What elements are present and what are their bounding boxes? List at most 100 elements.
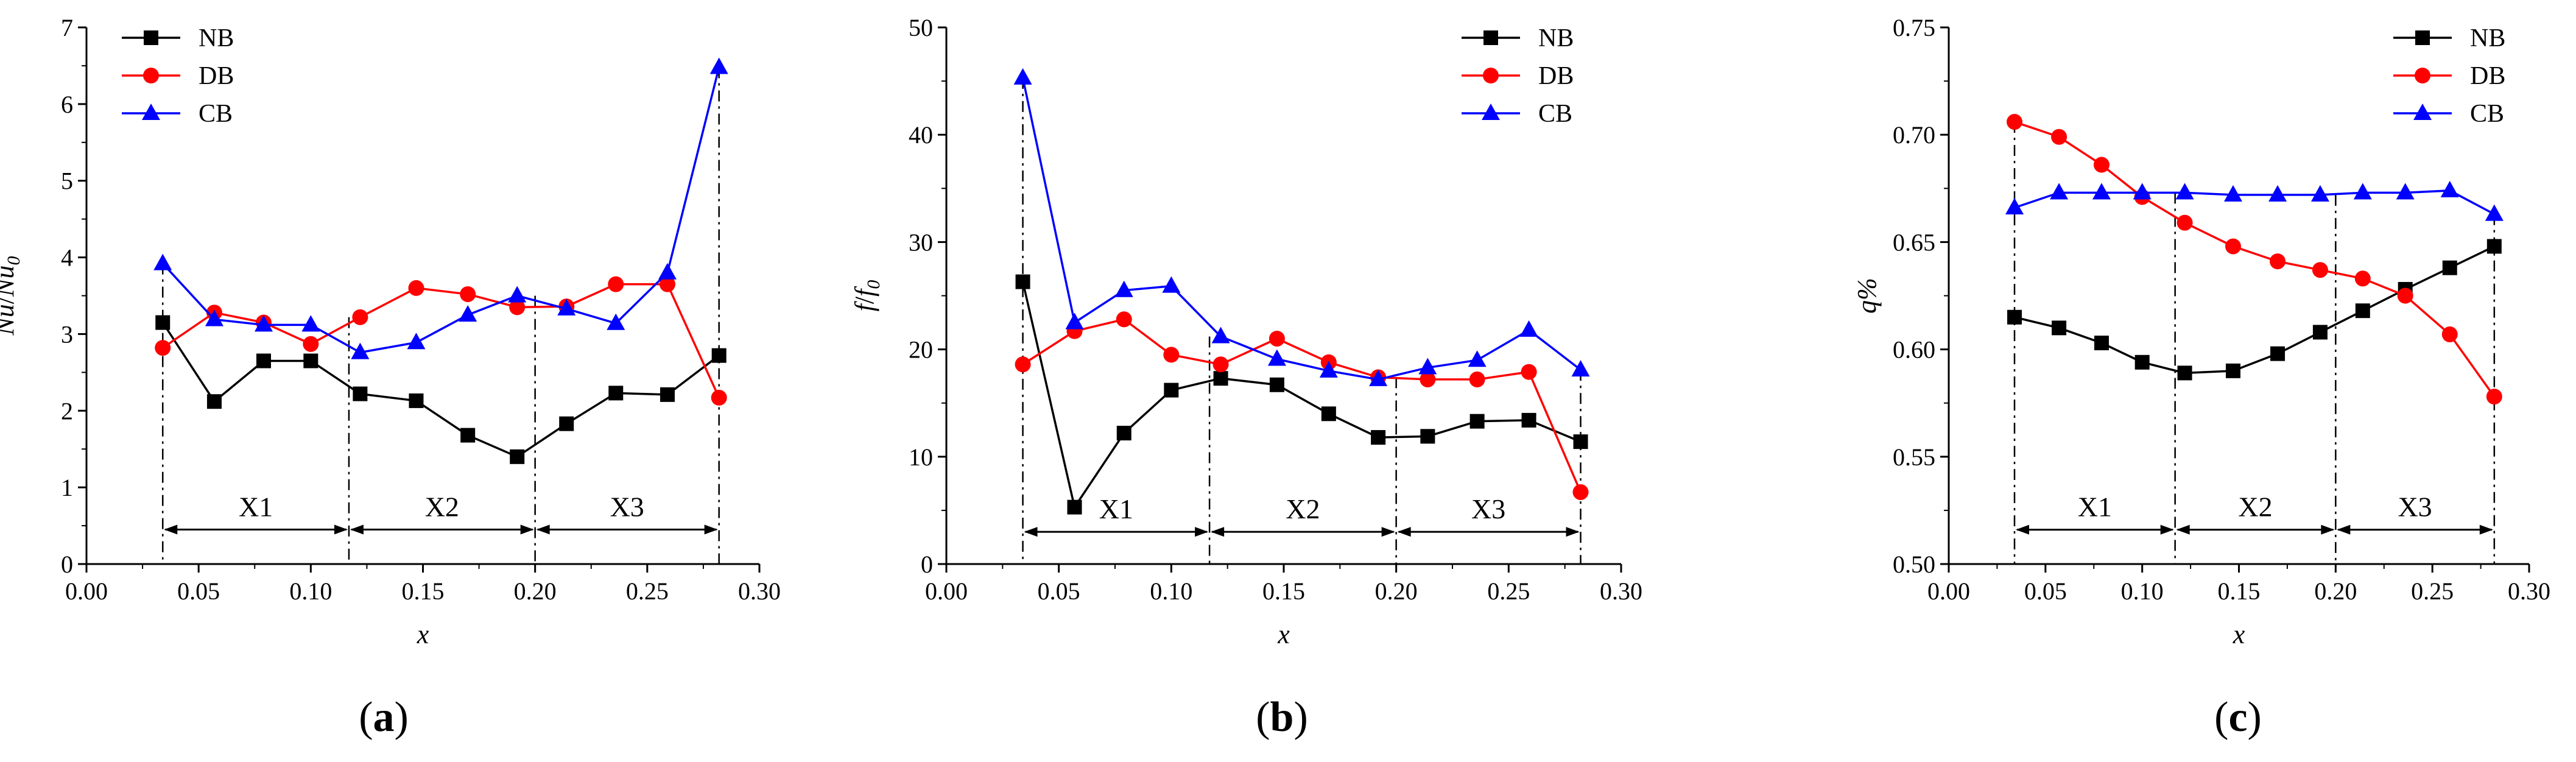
y-axis-label: Nu/Nu0 (0, 256, 24, 336)
region-arrow-head (1211, 527, 1225, 537)
data-point (1116, 311, 1132, 328)
y-tick-label: 0.70 (1893, 121, 1935, 149)
data-point (2268, 185, 2287, 202)
region-arrow-head (2479, 524, 2493, 535)
region-arrow-head (350, 524, 364, 535)
x-tick-label: 0.10 (1150, 577, 1192, 605)
data-point (459, 305, 477, 322)
data-point (2225, 363, 2240, 378)
panel-tag: (c) (2214, 694, 2262, 741)
x-tick-label: 0.15 (2218, 577, 2261, 605)
series-line (1021, 281, 1582, 510)
data-point (508, 286, 527, 303)
region-arrow-head (1024, 527, 1038, 537)
data-point (1519, 320, 1538, 337)
series-NB (1015, 274, 1588, 515)
x-tick-label: 0.20 (514, 577, 557, 605)
legend-marker (143, 68, 159, 83)
y-tick-label: 6 (61, 91, 73, 118)
region-label: X3 (2398, 492, 2432, 523)
y-tick-label: 0.50 (1893, 551, 1935, 578)
x-axis-label: x (417, 619, 429, 649)
data-point (1067, 499, 1082, 515)
legend-label: CB (2470, 100, 2504, 128)
region-label: X3 (610, 491, 644, 522)
data-point (711, 389, 727, 406)
x-tick-label: 0.00 (925, 577, 968, 605)
data-point (2440, 180, 2459, 197)
legend-label: DB (1538, 62, 1574, 90)
legend-marker (2415, 30, 2430, 45)
region-arrow-head (2337, 524, 2351, 535)
data-point (460, 428, 476, 443)
x-tick-label: 0.30 (1600, 577, 1642, 605)
data-point (1269, 330, 1285, 347)
data-point (409, 393, 424, 408)
y-tick-label: 0.60 (1893, 336, 1935, 364)
region-arrow-head (1195, 527, 1209, 537)
y-tick-label: 7 (61, 14, 73, 41)
x-tick-label: 0.30 (738, 577, 781, 605)
data-point (206, 394, 222, 409)
data-point (608, 386, 624, 401)
data-point (1371, 430, 1386, 445)
data-point (153, 253, 172, 270)
legend-label: DB (199, 62, 234, 90)
legend-marker (2415, 68, 2430, 83)
region-label: X1 (1099, 493, 1133, 524)
legend-item-DB: DB (122, 62, 234, 90)
region-arrow-head (2016, 524, 2030, 535)
x-tick-label: 0.20 (2314, 577, 2357, 605)
data-point (408, 280, 424, 296)
series-CB (1013, 68, 1590, 386)
data-point (1573, 434, 1588, 450)
x-tick-label: 0.25 (626, 577, 669, 605)
region-arrow-head (1397, 527, 1411, 537)
region-label: X2 (2238, 492, 2272, 523)
legend-marker (1483, 30, 1498, 45)
y-tick-label: 2 (61, 397, 73, 425)
legend-item-NB: NB (122, 24, 234, 52)
data-point (2312, 262, 2328, 278)
y-tick-label: 1 (61, 474, 73, 501)
panel-tag-close: ) (2248, 694, 2262, 741)
y-label-main: q (1852, 300, 1882, 314)
y-tick-label: 0 (61, 551, 73, 578)
data-point (608, 276, 624, 292)
region-label: X2 (425, 491, 459, 522)
chart-panel-a: 0.00 0.05 0.10 0.15 0.20 0.25 0.30 0 1 2 3 4 5 6 7 x Nu/… (0, 14, 781, 741)
x-tick-label: 0.00 (65, 577, 108, 605)
series-NB (2007, 239, 2502, 381)
x-tick-label: 0.15 (402, 577, 445, 605)
y-tick-label: 0.75 (1893, 14, 1935, 41)
data-point (1572, 484, 1589, 500)
data-point (2353, 183, 2372, 200)
y-label-main2: Nu (0, 266, 19, 297)
y-tick-label: 50 (909, 14, 933, 41)
legend-marker (1482, 104, 1500, 120)
data-point (2052, 320, 2067, 336)
data-point (2223, 185, 2242, 202)
data-point (2094, 336, 2109, 351)
x-tick-label: 0.20 (1375, 577, 1418, 605)
data-point (1164, 383, 1179, 398)
data-point (660, 387, 675, 402)
series-line (2014, 121, 2496, 398)
series-line (1022, 318, 1582, 493)
panel-tag-close: ) (1293, 694, 1307, 741)
panel-tag-letter: b (1270, 694, 1294, 741)
region-arrow-head (334, 524, 348, 535)
legend-item-CB: CB (2393, 100, 2504, 128)
data-point (1116, 426, 1131, 441)
region-arrow-head (1566, 527, 1580, 537)
data-point (2354, 270, 2371, 287)
y-tick-label: 3 (61, 320, 73, 348)
x-tick-label: 0.15 (1262, 577, 1305, 605)
x-axis-label: x (1277, 619, 1290, 649)
region-arrow-head (704, 524, 718, 535)
data-point (1269, 377, 1284, 392)
data-point (711, 348, 727, 363)
data-point (2225, 238, 2241, 255)
legend-label: DB (2470, 62, 2505, 90)
legend-item-CB: CB (1462, 100, 1572, 128)
